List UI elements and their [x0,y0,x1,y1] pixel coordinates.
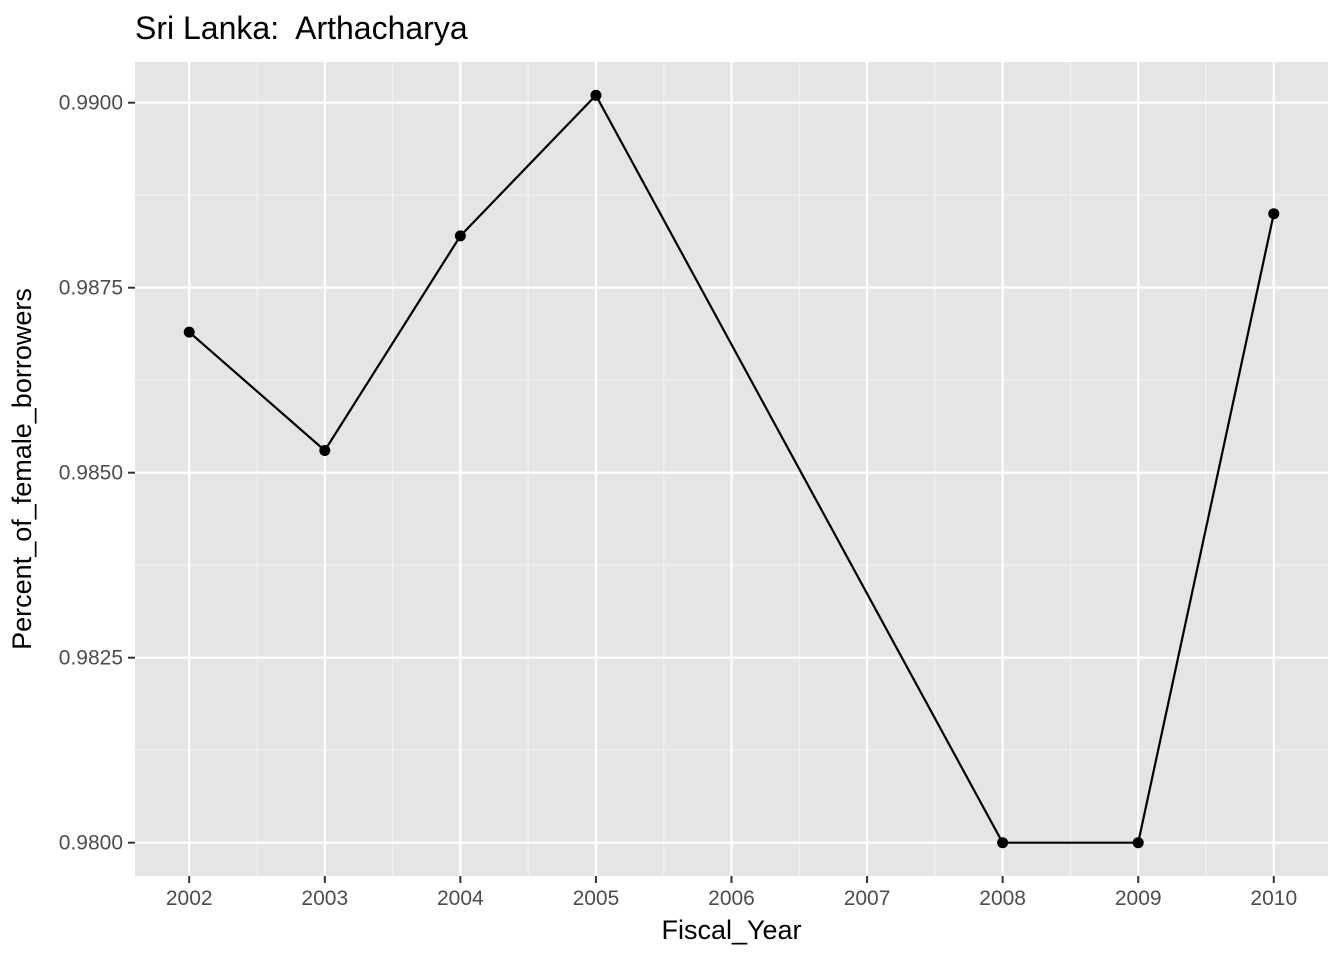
y-axis-label-text: Percent_of_female_borrowers [7,288,37,650]
y-tick-label: 0.9850 [59,462,123,485]
data-point [1132,837,1144,849]
x-axis-label: Fiscal_Year [661,915,802,945]
data-point [590,89,602,101]
data-point [1268,208,1280,220]
x-tick-label: 2008 [979,887,1026,910]
x-tick-label: 2003 [301,887,348,910]
data-point [997,837,1009,849]
x-tick-label: 2007 [844,887,891,910]
chart-title: Sri Lanka: Arthacharya [135,10,468,46]
y-tick-label: 0.9800 [59,832,123,855]
x-tick-label: 2004 [437,887,484,910]
y-tick-label: 0.9825 [59,647,123,670]
data-point [183,326,195,338]
series-layer [183,89,1280,849]
x-tick-label: 2005 [573,887,620,910]
y-tick-label: 0.9900 [59,92,123,115]
y-tick-label: 0.9875 [59,277,123,300]
x-tick-label: 2010 [1250,887,1297,910]
x-tick-label: 2002 [166,887,213,910]
x-tick-label: 2009 [1115,887,1162,910]
y-axis: 0.9800 0.9825 0.9850 0.9875 0.9900 [59,92,135,855]
data-point [454,230,466,242]
major-gridlines [135,62,1328,876]
data-point [319,445,331,456]
x-tick-label: 2006 [708,887,755,910]
x-axis: 2002 2003 2004 2005 2006 2007 2008 2009 2010 [166,876,1297,910]
